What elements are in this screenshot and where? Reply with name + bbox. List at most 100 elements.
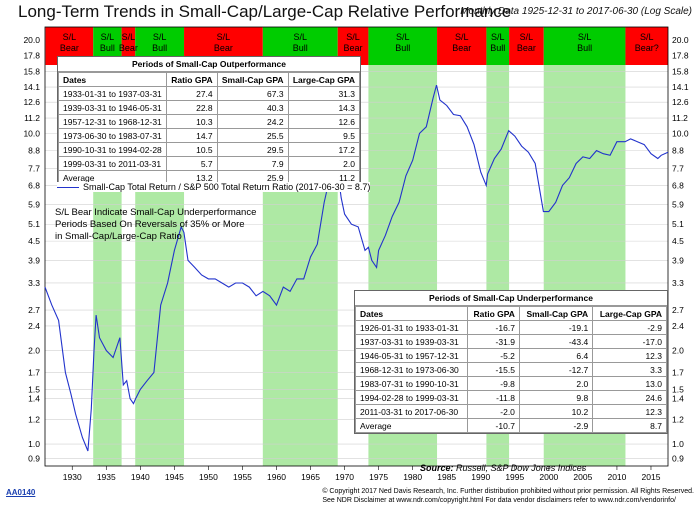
outperformance-header-3: Large-Cap GPA [287,72,361,87]
y-tick-right-18: 11.2 [672,113,688,123]
underperformance-cell: -16.7 [466,320,520,335]
underperformance-cell: Average [355,418,468,433]
y-tick-left-11: 4.5 [28,236,40,246]
y-tick-left-15: 7.7 [28,164,40,174]
y-tick-right-12: 5.1 [672,219,684,229]
x-tick-8: 1970 [335,472,354,482]
underperformance-cell: 10.2 [518,404,594,419]
outperformance-caption: Periods of Small-Cap Outperformance [58,57,360,72]
x-tick-0: 1930 [63,472,82,482]
table-row: 1937-03-31 to 1939-03-31 -31.9 -43.4 -17.0 [355,334,667,349]
underperformance-cell: 2011-03-31 to 2017-06-30 [355,404,468,419]
y-tick-left-2: 1.2 [28,414,40,424]
y-tick-right-23: 20.0 [672,35,689,45]
source-text: Russell, S&P Dow Jones Indices [456,463,587,473]
table-row: 1968-12-31 to 1973-06-30 -15.5 -12.7 3.3 [355,362,667,377]
underperformance-cell: 24.6 [592,390,667,405]
underperformance-cell: -2.0 [466,404,520,419]
y-tick-right-20: 14.1 [672,82,689,92]
band-label-4: S/L Bear [214,32,233,53]
underperformance-cell: -5.2 [466,348,520,363]
outperformance-cell: 31.3 [287,86,361,101]
ratio-series-line [44,84,669,452]
y-tick-left-1: 1.0 [28,439,40,449]
underperformance-cell: 1968-12-31 to 1973-06-30 [355,362,468,377]
underperformance-header-0: Dates [355,306,468,321]
band-label-9: S/L Bull [490,32,505,53]
table-row: 1990-10-31 to 1994-02-28 10.5 29.5 17.2 [57,142,361,157]
underperformance-cell: -43.4 [518,334,594,349]
band-label-12: S/L Bear? [635,32,659,53]
outperformance-cell: 25.5 [216,128,289,143]
underperformance-header-1: Ratio GPA [466,306,520,321]
y-tick-left-5: 1.7 [28,367,40,377]
y-tick-right-13: 5.9 [672,200,684,210]
y-tick-left-18: 11.2 [24,113,40,123]
underperformance-cell: 2.0 [518,376,594,391]
chart-legend: Small-Cap Total Return / S&P 500 Total R… [57,182,371,192]
underperformance-cell: -2.9 [592,320,667,335]
underperformance-cell: 1946-05-31 to 1957-12-31 [355,348,468,363]
band-header-8 [437,27,487,65]
outperformance-cell: 1957-12-31 to 1968-12-31 [57,114,168,129]
y-tick-left-12: 5.1 [28,219,40,229]
y-tick-right-4: 1.5 [672,384,684,394]
y-tick-right-11: 4.5 [672,236,684,246]
band-label-2: S/L Bear [119,32,138,53]
outperformance-cell: 12.6 [287,114,361,129]
x-tick-7: 1965 [301,472,320,482]
y-tick-right-6: 2.0 [672,346,684,356]
outperformance-header-0: Dates [57,72,168,87]
underperformance-cell: 9.8 [518,390,594,405]
outperformance-cell: 1990-10-31 to 1994-02-28 [57,142,168,157]
y-tick-left-3: 1.4 [28,394,40,404]
underperformance-cell: -17.0 [592,334,667,349]
table-row: 1983-07-31 to 1990-10-31 -9.8 2.0 13.0 [355,376,667,391]
outperformance-cell: 1999-03-31 to 2011-03-31 [57,156,168,171]
underperformance-header-3: Large-Cap GPA [592,306,667,321]
x-tick-14: 2000 [539,472,558,482]
outperformance-cell: 10.3 [166,114,218,129]
underperformance-cell: -19.1 [518,320,594,335]
legend-line-swatch [57,187,79,189]
outperformance-header-2: Small-Cap GPA [216,72,289,87]
outperformance-cell: 40.3 [216,100,289,115]
y-tick-right-14: 6.8 [672,180,684,190]
table-row: 1939-03-31 to 1946-05-31 22.8 40.3 14.3 [57,100,361,115]
table-row: Average -10.7 -2.9 8.7 [355,418,667,433]
y-tick-right-0: 0.9 [672,453,684,463]
outperformance-cell: 9.5 [287,128,361,143]
y-tick-right-2: 1.2 [672,414,684,424]
underperformance-cell: -12.7 [518,362,594,377]
y-tick-left-21: 15.8 [23,67,40,77]
band-label-11: S/L Bull [577,32,592,53]
underperformance-cell: 1937-03-31 to 1939-03-31 [355,334,468,349]
band-label-8: S/L Bear [452,32,471,53]
plot-frame [44,26,669,467]
y-tick-left-8: 2.7 [28,305,40,315]
table-row: Average 13.2 25.9 11.2 [57,170,361,185]
y-tick-right-17: 10.0 [672,128,689,138]
y-tick-right-8: 2.7 [672,305,684,315]
y-tick-right-22: 17.8 [672,51,689,61]
band-label-5: S/L Bull [293,32,308,53]
y-tick-right-9: 3.3 [672,278,684,288]
outperformance-cell: 2.0 [287,156,361,171]
outperformance-cell: 1933-01-31 to 1937-03-31 [57,86,168,101]
chart-code-link[interactable]: AA0140 [6,488,36,497]
y-tick-right-7: 2.4 [672,321,684,331]
outperformance-cell: 1973-06-30 to 1983-07-31 [57,128,168,143]
y-tick-left-9: 3.3 [28,278,40,288]
x-tick-1: 1935 [97,472,116,482]
band-header-12 [625,27,668,65]
x-tick-17: 2015 [642,472,661,482]
x-tick-6: 1960 [267,472,286,482]
underperformance-cell: 3.3 [592,362,667,377]
outperformance-cell: 27.4 [166,86,218,101]
note-line-3: in Small-Cap/Large-Cap Ratio [55,231,182,242]
x-tick-2: 1940 [131,472,150,482]
y-tick-right-10: 3.9 [672,255,684,265]
chart-title: Long-Term Trends in Small-Cap/Large-Cap … [18,2,512,21]
outperformance-cell: 29.5 [216,142,289,157]
